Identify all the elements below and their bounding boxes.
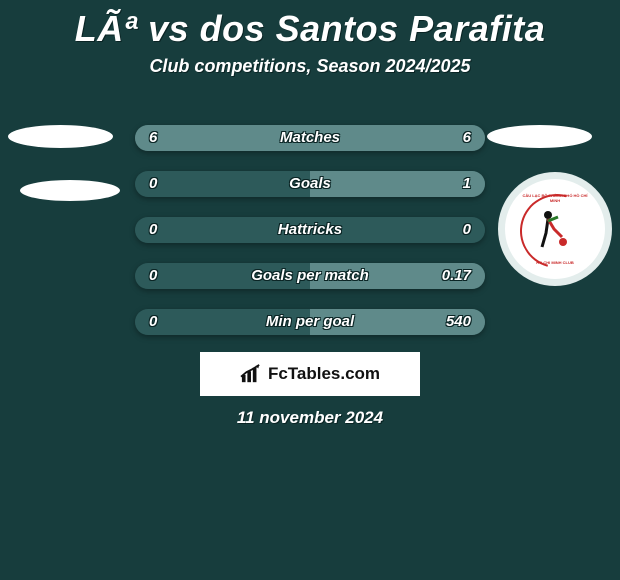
- stat-label: Hattricks: [135, 217, 485, 243]
- club-logo-inner: CÂU LẠC BỘ THÀNH PHỐ HỒ CHÍ MINH HO CHI …: [520, 194, 590, 264]
- page-title: LÃª vs dos Santos Parafita: [0, 0, 620, 50]
- date-label: 11 november 2024: [0, 408, 620, 428]
- stat-row: 00.17Goals per match: [135, 263, 485, 289]
- placeholder-ellipse: [8, 125, 113, 148]
- brand-text: FcTables.com: [268, 364, 380, 384]
- stats-container: 66Matches 01Goals 00Hattricks 00.17Goals pe…: [135, 125, 485, 355]
- club-logo-figure-icon: [540, 209, 570, 249]
- brand-chart-icon: [240, 364, 262, 384]
- club-logo-bottom-text: HO CHI MINH CLUB: [520, 260, 590, 265]
- stat-label: Goals: [135, 171, 485, 197]
- club-logo: CÂU LẠC BỘ THÀNH PHỐ HỒ CHÍ MINH HO CHI …: [498, 172, 612, 286]
- brand-box[interactable]: FcTables.com: [200, 352, 420, 396]
- page-root: LÃª vs dos Santos Parafita Club competit…: [0, 0, 620, 580]
- stat-label: Matches: [135, 125, 485, 151]
- stat-label: Min per goal: [135, 309, 485, 335]
- stat-row: 01Goals: [135, 171, 485, 197]
- club-logo-top-text: CÂU LẠC BỘ THÀNH PHỐ HỒ CHÍ MINH: [520, 193, 590, 203]
- page-subtitle: Club competitions, Season 2024/2025: [0, 56, 620, 77]
- stat-row: 66Matches: [135, 125, 485, 151]
- placeholder-ellipse: [20, 180, 120, 201]
- stat-row: 0540Min per goal: [135, 309, 485, 335]
- stat-row: 00Hattricks: [135, 217, 485, 243]
- placeholder-ellipse: [487, 125, 592, 148]
- stat-label: Goals per match: [135, 263, 485, 289]
